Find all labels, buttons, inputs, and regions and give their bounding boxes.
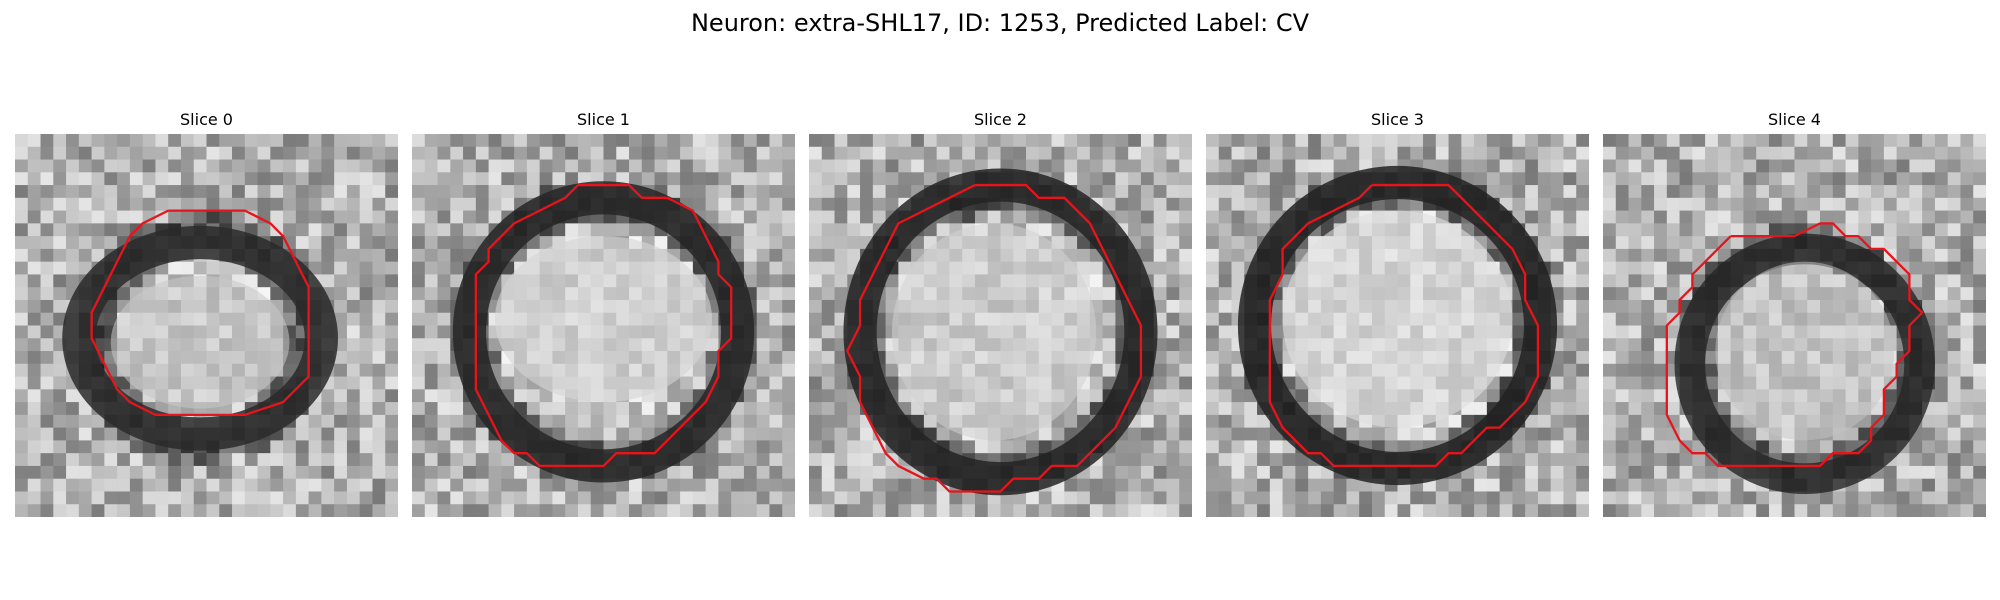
- pixel-grid-4: [1603, 134, 1986, 517]
- interior-2: [891, 223, 1097, 441]
- contour-4: [1665, 222, 1924, 468]
- slice-panel-0: Slice 0: [15, 110, 398, 517]
- slice-title-4: Slice 4: [1768, 110, 1821, 129]
- membrane-ring-3: [1237, 165, 1558, 486]
- slice-image-2: [809, 134, 1192, 517]
- slice-image-1: [412, 134, 795, 517]
- slice-image-3: [1206, 134, 1589, 517]
- membrane-ring-0: [62, 225, 338, 451]
- slice-title-1: Slice 1: [577, 110, 630, 129]
- slice-panel-1: Slice 1: [412, 110, 795, 517]
- slice-image-4: [1603, 134, 1986, 517]
- interior-4: [1715, 261, 1895, 441]
- slice-panel-3: Slice 3: [1206, 110, 1589, 517]
- contour-2: [846, 183, 1143, 493]
- interior-1: [494, 236, 713, 403]
- interior-3: [1282, 210, 1513, 428]
- interior-0: [110, 275, 290, 409]
- slice-panel-2: Slice 2: [809, 110, 1192, 517]
- figure-title: Neuron: extra-SHL17, ID: 1253, Predicted…: [690, 9, 1310, 37]
- contour-3: [1268, 183, 1540, 468]
- slice-title-3: Slice 3: [1371, 110, 1424, 129]
- slice-panel-4: Slice 4: [1603, 110, 1986, 517]
- slice-title-0: Slice 0: [180, 110, 233, 129]
- contour-0: [90, 209, 310, 417]
- membrane-ring-4: [1674, 233, 1935, 495]
- slice-image-0: [15, 134, 398, 517]
- contour-1: [474, 183, 733, 468]
- slice-title-2: Slice 2: [974, 110, 1027, 129]
- pixel-grid-0: [15, 134, 398, 517]
